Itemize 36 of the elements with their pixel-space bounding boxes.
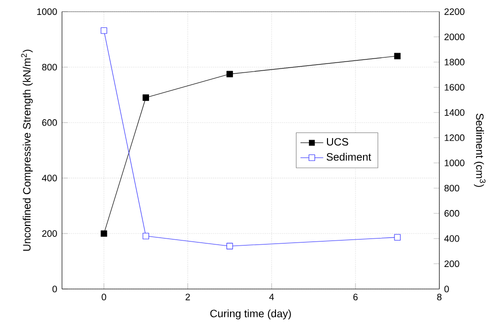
- y-tick-label: 1000: [37, 8, 57, 15]
- point: [226, 70, 233, 78]
- y2-tick-label: 600: [444, 210, 460, 217]
- y2-tick-label: 400: [444, 235, 460, 242]
- y2-tick-label: 200: [444, 260, 460, 268]
- x-tick-label: 2: [186, 294, 190, 300]
- legend-label: Sediment: [326, 152, 372, 161]
- y-tick-label: 200: [42, 230, 57, 237]
- y-axis-title: Unconfined Compressive Strength (kN/m$^{2}$): [21, 50, 33, 251]
- y2-tick-label: 2200: [444, 8, 464, 15]
- y2-tick-label: 800: [444, 184, 460, 192]
- y2-tick-label: 1000: [444, 160, 464, 166]
- y2-tick-label: 1800: [444, 58, 464, 66]
- x-tick-label: 8: [437, 294, 442, 300]
- x-tick-label: 0: [102, 294, 106, 300]
- point: [226, 242, 233, 250]
- y2-tick-label: 1200: [444, 134, 464, 142]
- point: [142, 94, 150, 101]
- y2-tick-label: 0: [444, 286, 449, 292]
- y-tick-label: 600: [42, 119, 57, 126]
- y2-tick-label: 2000: [444, 34, 464, 40]
- y-tick-label: 800: [42, 64, 57, 70]
- y2-axis-title: Sediment (cm$^{3}$): [474, 114, 486, 187]
- x-tick-label: 6: [353, 294, 358, 300]
- legend-label: UCS: [326, 138, 348, 146]
- point: [394, 234, 401, 241]
- point: [100, 27, 108, 34]
- point: [100, 230, 108, 237]
- y-tick-label: 0: [52, 286, 57, 292]
- y2-tick-label: 1400: [444, 109, 464, 116]
- y-tick-label: 400: [42, 174, 57, 182]
- x-axis-title: Curing time (day): [210, 309, 291, 320]
- point: [394, 52, 401, 60]
- point: [142, 232, 150, 240]
- x-tick-label: 4: [269, 294, 274, 300]
- y2-tick-label: 1600: [444, 84, 464, 91]
